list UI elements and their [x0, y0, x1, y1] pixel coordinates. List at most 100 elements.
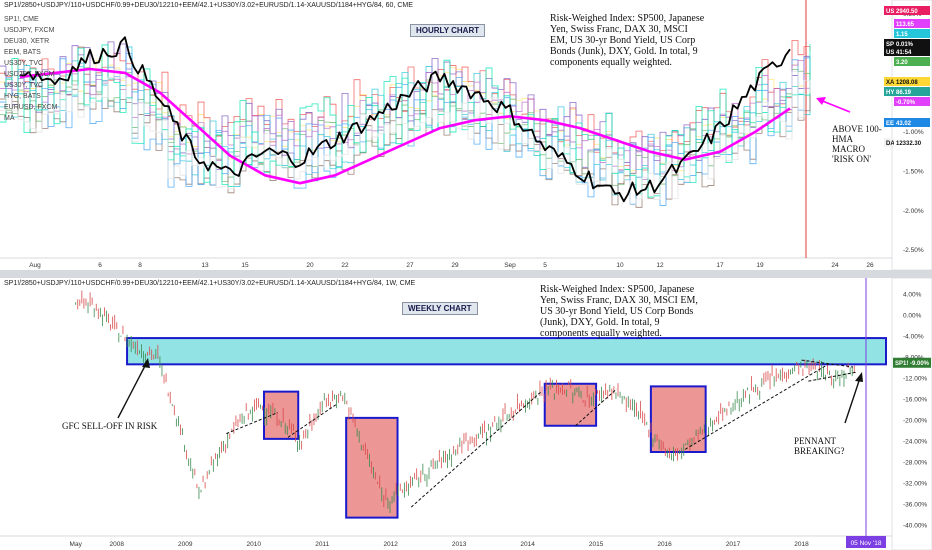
y-tick-label: 0.00%	[903, 313, 922, 320]
resistance-zone-box[interactable]	[126, 337, 888, 366]
weekly-note: Risk-Weighed Index: SP500, Japanese Yen,…	[540, 284, 698, 339]
price-tag-value-bg	[894, 29, 930, 38]
x-tick-label: 6	[98, 262, 102, 269]
legend-item[interactable]: USDJPY, FXCM	[4, 27, 55, 34]
trendline[interactable]	[575, 388, 617, 427]
price-tag[interactable]: 3.20	[894, 57, 930, 66]
price-tag-value-bg	[894, 118, 930, 127]
x-tick-label: 26	[866, 262, 874, 269]
component-trace-line	[0, 69, 811, 206]
pullback-zone-box[interactable]	[263, 390, 300, 440]
hourly-chart-title: HOURLY CHART	[410, 24, 486, 37]
callout-arrow	[819, 99, 851, 113]
price-tag-value-bg	[894, 19, 930, 28]
x-tick-label: 24	[831, 262, 839, 269]
legend-item[interactable]: EURUSD, FXCM	[4, 104, 58, 111]
price-tag[interactable]: SP1!0.01%	[884, 39, 930, 48]
y-tick-label: 4.00%	[903, 292, 922, 299]
price-tag-bg	[893, 357, 931, 368]
x-tick-label: 2009	[178, 541, 193, 548]
y-tick-label: -4.00%	[903, 334, 924, 341]
gfc-selloff-callout: GFC SELL-OFF IN RISK	[62, 421, 158, 431]
y-tick-label: -40.00%	[903, 523, 927, 530]
plot-area[interactable]	[0, 278, 892, 536]
y-tick-label: -20.00%	[903, 418, 927, 425]
trendline[interactable]	[226, 412, 278, 435]
hourly-symbol-line: SP1!/2850+USDJPY/110+USDCHF/0.99+DEU30/1…	[4, 2, 413, 9]
price-tag-value-bg	[894, 57, 930, 66]
price-tag[interactable]: US30Y41:54	[884, 47, 930, 56]
y-tick-label: -1.50%	[903, 168, 924, 175]
weekly-chart-svg[interactable]: 4.00%0.00%-4.00%-8.00%-12.00%-16.00%-20.…	[0, 278, 932, 550]
pennant-breaking-callout: PENNANT BREAKING?	[794, 436, 845, 456]
price-tag-value-bg	[894, 87, 930, 96]
price-tag[interactable]: US SP1!2940.50	[884, 6, 930, 15]
price-tag-value: 2940.50	[896, 9, 918, 15]
price-tag-value: 41:54	[896, 50, 912, 56]
legend-item[interactable]: US30Y, TVC	[4, 82, 44, 89]
price-tag-label: HYG	[886, 90, 899, 96]
trendline[interactable]	[684, 363, 830, 450]
date-tag-text: 05 Nov '18	[851, 540, 882, 547]
hourly-note: Risk-Weighed Index: SP500, Japanese Yen,…	[550, 13, 705, 68]
price-tag-value: 12332.30	[896, 141, 922, 147]
x-tick-label: 2017	[726, 541, 741, 548]
x-tick-label: Sep	[504, 262, 516, 269]
legend-item[interactable]: EEM, BATS	[4, 49, 41, 56]
pullback-zone-box[interactable]	[543, 382, 598, 427]
y-tick-label: -24.00%	[903, 439, 927, 446]
trendline[interactable]	[801, 359, 853, 368]
trendline[interactable]	[410, 391, 542, 508]
panel-divider[interactable]	[0, 270, 932, 278]
price-tag[interactable]: XAUUSD1208.08	[884, 77, 930, 86]
x-tick-label: 12	[656, 262, 664, 269]
x-tick-label: 15	[241, 262, 249, 269]
legend-item[interactable]: US30Y, TVC	[4, 60, 44, 67]
x-tick-label: Aug	[29, 262, 41, 269]
price-tag[interactable]: 113.65	[894, 19, 930, 28]
component-trace-line	[0, 44, 811, 198]
price-tag-value-bg	[894, 97, 930, 106]
trendline[interactable]	[808, 371, 857, 382]
legend-item[interactable]: HYG, BATS	[4, 93, 41, 100]
price-tag-value: 1208.08	[896, 80, 918, 86]
hourly-chart-svg[interactable]: 0.50%0.00%-0.50%-1.00%-1.50%-2.00%-2.50%…	[0, 0, 932, 270]
x-tick-label: May	[70, 541, 83, 548]
pennant-arrow	[844, 377, 861, 424]
y-tick-label: -36.00%	[903, 502, 927, 509]
price-tag[interactable]: 1.15	[894, 29, 930, 38]
price-tag-value: 3.20	[896, 60, 908, 66]
legend-item[interactable]: USDJPY, FXCM	[4, 71, 55, 78]
callout-arrowhead	[816, 97, 826, 105]
x-tick-label: 2016	[657, 541, 672, 548]
date-tag-bg	[846, 536, 886, 548]
y-tick-label: -1.00%	[903, 129, 924, 136]
price-tag-label: SP1!	[886, 42, 899, 48]
plot-area[interactable]	[0, 6, 892, 258]
y-tick-label: -16.00%	[903, 397, 927, 404]
price-tag-value: -0.70%	[896, 100, 916, 106]
x-tick-label: 2015	[589, 541, 604, 548]
hourly-chart-panel[interactable]: 0.50%0.00%-0.50%-1.00%-1.50%-2.00%-2.50%…	[0, 0, 932, 270]
price-tag-value: 43.02	[896, 121, 912, 127]
x-tick-label: 2011	[315, 541, 329, 548]
y-tick-label: -28.00%	[903, 460, 927, 467]
x-tick-label: 27	[406, 262, 414, 269]
price-axis[interactable]	[891, 278, 932, 550]
legend-item[interactable]: MA	[4, 115, 15, 122]
x-tick-label: 5	[543, 262, 547, 269]
x-tick-label: 13	[201, 262, 209, 269]
weekly-chart-panel[interactable]: 4.00%0.00%-4.00%-8.00%-12.00%-16.00%-20.…	[0, 278, 932, 550]
x-tick-label: 2018	[794, 541, 809, 548]
legend-item[interactable]: DEU30, XETR	[4, 38, 50, 45]
pullback-zone-box[interactable]	[649, 385, 707, 453]
x-tick-label: 20	[306, 262, 314, 269]
price-tag[interactable]: -0.70%	[894, 97, 930, 106]
legend-item[interactable]: SP1!, CME	[4, 16, 39, 23]
price-tag-value: 0.01%	[896, 42, 914, 48]
price-tag-label: DAX	[886, 141, 899, 147]
